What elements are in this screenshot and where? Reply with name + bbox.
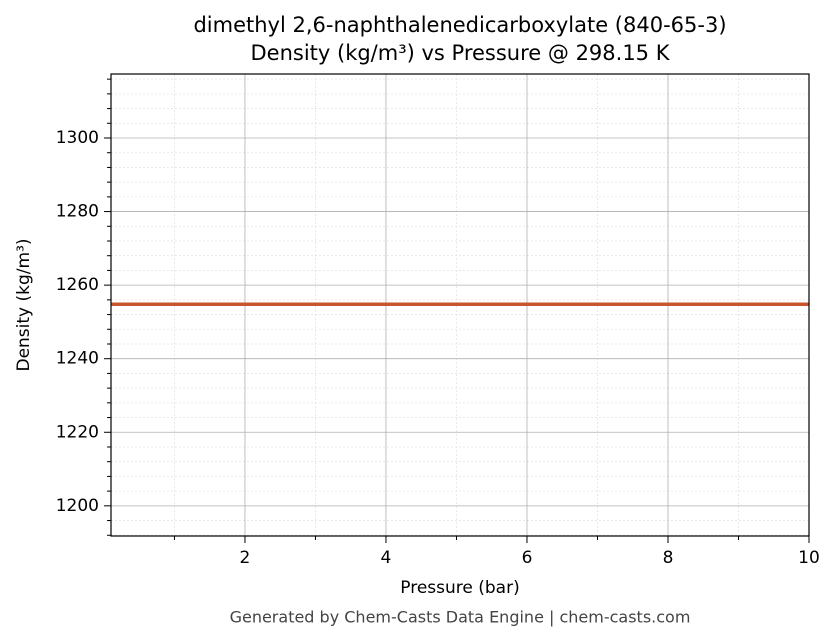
x-tick-label: 10 [798, 548, 820, 568]
x-tick-label: 8 [663, 548, 674, 568]
y-tick-label: 1260 [56, 275, 99, 295]
y-tick-label: 1220 [56, 422, 99, 442]
chart-title: dimethyl 2,6-naphthalenedicarboxylate (8… [193, 13, 726, 37]
y-tick-label: 1200 [56, 496, 99, 516]
y-tick-label: 1280 [56, 202, 99, 222]
footer: Generated by Chem-Casts Data Engine | ch… [230, 608, 691, 627]
y-axis-label: Density (kg/m³) [14, 238, 34, 371]
x-tick-label: 2 [240, 548, 251, 568]
y-tick-label: 1300 [56, 128, 99, 148]
plot-frame [110, 73, 810, 537]
y-tick-label: 1240 [56, 349, 99, 369]
chart-subtitle: Density (kg/m³) vs Pressure @ 298.15 K [250, 41, 670, 65]
x-tick-label: 6 [522, 548, 533, 568]
x-axis-label: Pressure (bar) [400, 578, 519, 598]
x-tick-label: 4 [381, 548, 392, 568]
